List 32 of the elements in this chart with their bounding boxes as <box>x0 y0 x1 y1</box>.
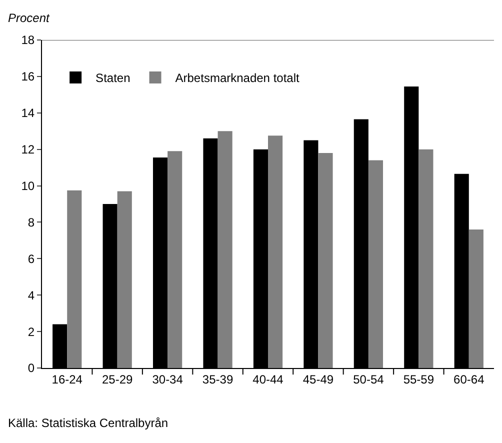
y-tick-label: 6 <box>28 252 35 266</box>
x-tick-label: 25-29 <box>102 372 133 386</box>
legend-label: Staten <box>96 71 130 86</box>
y-tick-label: 14 <box>21 106 35 120</box>
bar <box>67 190 82 368</box>
bar <box>268 136 283 368</box>
y-tick-label: 18 <box>21 33 35 48</box>
x-tick-label: 40-44 <box>252 372 284 386</box>
bar <box>218 131 232 368</box>
x-tick-label: 55-59 <box>403 372 434 386</box>
bar <box>168 151 182 368</box>
y-tick-label: 12 <box>21 142 35 157</box>
bar <box>368 160 384 368</box>
y-tick-label: 8 <box>28 215 35 230</box>
bar <box>318 152 333 368</box>
x-tick-label: 35-39 <box>202 372 234 386</box>
bar <box>117 191 132 368</box>
x-tick-label: 16-24 <box>52 372 83 386</box>
legend-label: Arbetsmarknaden totalt <box>175 71 300 86</box>
bar <box>418 149 434 368</box>
text: Källa: Statistiska Centralbyrån <box>8 416 168 430</box>
y-tick-label: 4 <box>28 288 35 302</box>
x-tick-label: 30-34 <box>152 372 184 386</box>
x-tick-label: 50-54 <box>353 372 384 386</box>
y-tick-label: 0 <box>28 361 35 376</box>
y-tick-label: 16 <box>21 70 35 84</box>
y-tick-label: 10 <box>21 178 35 193</box>
y-tick-label: 2 <box>28 324 35 339</box>
bar <box>468 230 484 368</box>
x-tick-label: 60-64 <box>454 372 485 386</box>
y-axis-title: Procent <box>8 11 50 25</box>
x-tick-label: 45-49 <box>302 372 334 386</box>
